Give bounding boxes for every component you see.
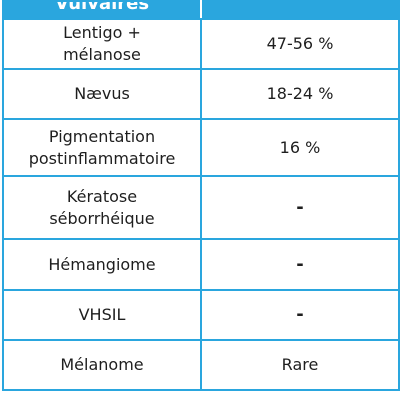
table-row: Nævus 18-24 % <box>2 68 400 120</box>
label-cell: Kératose séborrhéique <box>2 175 202 240</box>
label-cell: Pigmentation postinflammatoire <box>2 118 202 177</box>
table-row: Lentigo + mélanose 47-56 % <box>2 18 400 70</box>
value-cell: - <box>200 238 400 291</box>
table-body: Vulvaires Lentigo + mélanose 47-56 % Nævus… <box>2 0 400 391</box>
value-cell: 47-56 % <box>200 18 400 70</box>
header-clip: Vulvaires <box>5 2 199 17</box>
value-cell: - <box>200 289 400 341</box>
label-cell: VHSIL <box>2 289 202 341</box>
table-row: VHSIL - <box>2 289 400 341</box>
table-row: Pigmentation postinflammatoire 16 % <box>2 118 400 177</box>
label-cell: Nævus <box>2 68 202 120</box>
label-cell: Hémangiome <box>2 238 202 291</box>
label-cell: Lentigo + mélanose <box>2 18 202 70</box>
table: Vulvaires Lentigo + mélanose 47-56 % Nævus… <box>2 0 400 391</box>
value-cell: 16 % <box>200 118 400 177</box>
header-title: Vulvaires <box>54 2 150 14</box>
table-row: Hémangiome - <box>2 238 400 291</box>
header-cell <box>200 0 400 20</box>
table-row: Kératose séborrhéique - <box>2 175 400 240</box>
value-cell: Rare <box>200 339 400 391</box>
header-row: Vulvaires <box>2 0 400 20</box>
value-cell: - <box>200 175 400 240</box>
value-cell: 18-24 % <box>200 68 400 120</box>
label-cell: Mélanome <box>2 339 202 391</box>
header-cell: Vulvaires <box>2 0 202 20</box>
table-row: Mélanome Rare <box>2 339 400 391</box>
